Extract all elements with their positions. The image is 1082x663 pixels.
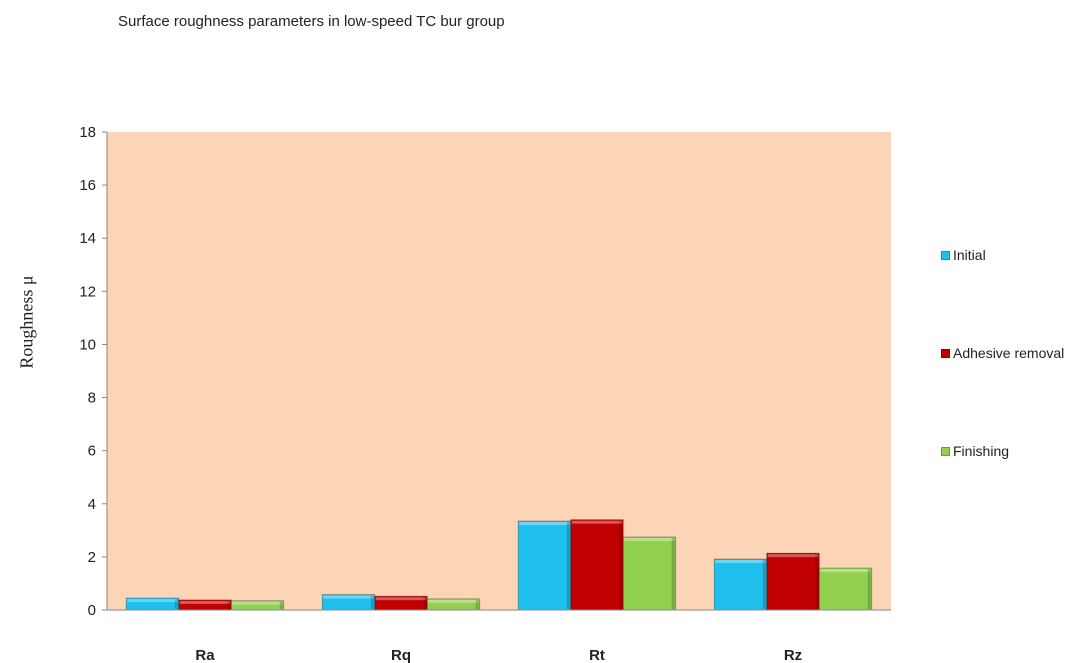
bar-bevel-highlight [232,601,283,605]
bar-bevel-highlight [375,597,427,601]
legend-item-adhesive-removal: Adhesive removal [941,345,1064,361]
bar-bevel-highlight [323,595,374,599]
y-tick-label: 14 [79,230,96,247]
bar-rt-initial [517,520,572,611]
bar-bevel-shade [423,597,427,609]
bar-bevel-shade [475,599,479,609]
x-axis-categories: Ra Rq Rt Rz [195,647,802,663]
legend-swatch [941,348,950,358]
bar-bevel-highlight [767,554,819,558]
legend-swatch [941,446,950,456]
x-category-label-rz: Rz [784,647,802,663]
bar-bevel-shade [671,537,675,609]
bar-bevel-highlight [519,522,570,526]
x-category-label-rt: Rt [589,647,605,663]
legend-item-initial: Initial [941,247,986,263]
bar-bevel-shade [867,569,871,609]
x-category-label-ra: Ra [195,647,215,663]
x-category-label-rq: Rq [391,647,411,663]
bar-bevel-shade [227,600,231,609]
bar-bevel-highlight [715,560,766,564]
y-tick-label: 2 [88,549,96,566]
bar-rz-initial [713,558,768,611]
y-tick-label: 10 [79,336,96,353]
bar-bevel-highlight [820,569,871,573]
bar-bevel-highlight [127,599,178,603]
chart-title: Surface roughness parameters in low-spee… [118,13,505,30]
legend-label: Initial [953,247,986,263]
bar-bevel-highlight [428,599,479,603]
bar-rz-adhesive-removal [766,552,820,611]
bar-bevel-highlight [624,537,675,541]
bar-bevel-shade [619,520,623,609]
bar-bevel-shade [174,599,178,609]
y-tick-label: 4 [88,496,96,513]
y-axis-ticks: 0 2 4 6 8 10 12 14 16 18 [79,124,107,619]
bar-bevel-shade [815,554,819,609]
bars-group [125,519,873,611]
bar-bevel-shade [279,601,283,609]
legend-label: Adhesive removal [953,345,1065,361]
legend-label: Finishing [953,443,1010,459]
legend-swatch [941,250,950,260]
bar-rz-finishing [818,567,873,611]
y-tick-label: 12 [79,283,96,300]
y-tick-label: 8 [88,390,96,407]
y-tick-label: 6 [88,443,96,460]
bar-rt-finishing [622,536,677,611]
bar-bevel-highlight [179,600,231,604]
bar-bevel-shade [566,522,570,609]
bar-bevel-highlight [571,520,623,524]
y-tick-label: 16 [79,177,96,194]
y-tick-label: 0 [88,602,96,619]
y-tick-label: 18 [79,124,96,141]
bar-bevel-shade [762,560,766,609]
bar-bevel-shade [370,595,374,609]
legend-item-finishing: Finishing [941,443,1009,459]
bar-rt-adhesive-removal [570,519,624,611]
plot-area [107,132,891,610]
